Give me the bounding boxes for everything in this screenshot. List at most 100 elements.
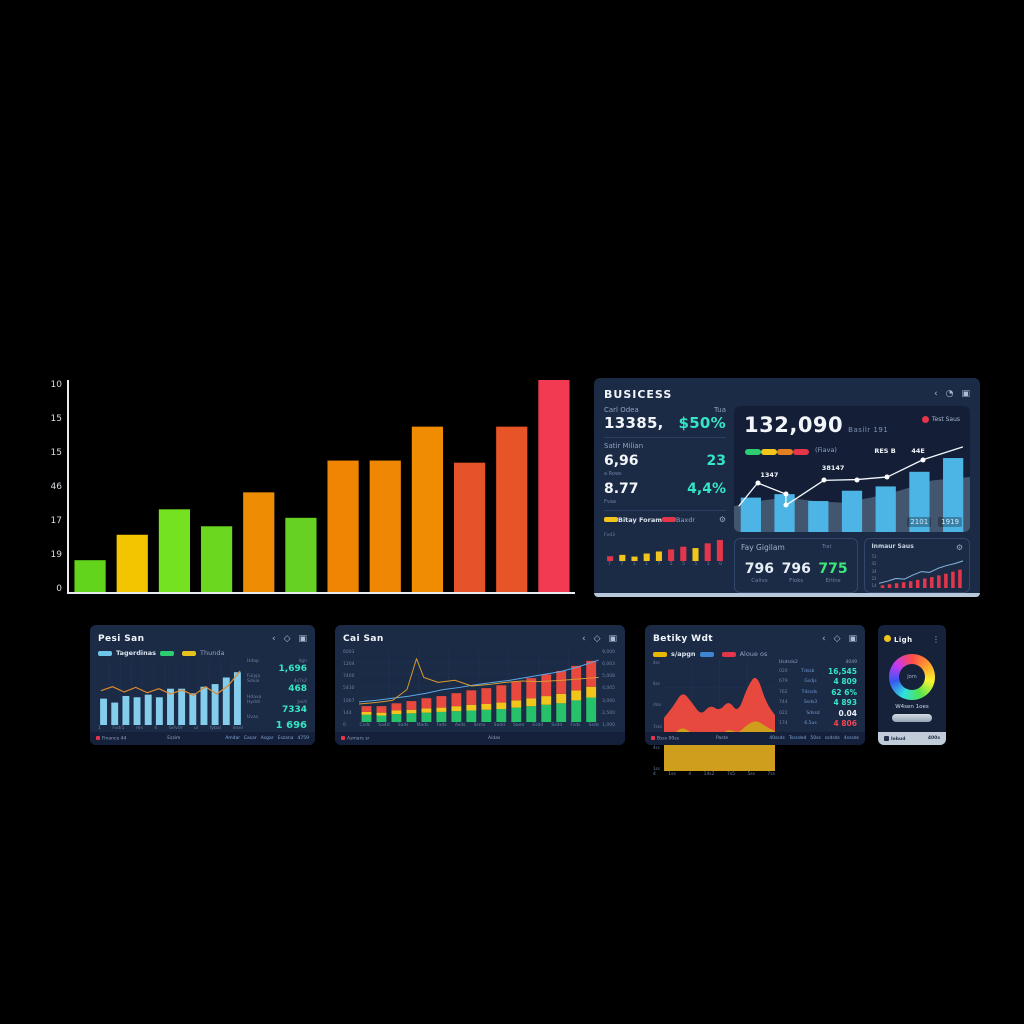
footer-link[interactable]: 4sssds bbox=[843, 736, 859, 741]
tick-label: 3,060 bbox=[602, 698, 615, 704]
red-square-icon bbox=[96, 735, 100, 740]
footer-links: 40ssds Tsssded 50ss ssdsds 4sssds bbox=[765, 736, 859, 741]
tick-label: 15 bbox=[50, 448, 62, 458]
card1-legend: Tagerdinas Thunda bbox=[98, 649, 307, 657]
diamond-icon[interactable]: ◇ bbox=[833, 634, 841, 644]
back-icon[interactable]: ‹ bbox=[271, 634, 276, 644]
axis-label: insel bbox=[232, 726, 243, 731]
axis-label: Asds bbox=[454, 723, 466, 728]
axis-label: Sads bbox=[397, 723, 409, 728]
footer-link[interactable]: Asgar bbox=[260, 736, 274, 741]
stat-value: 468 bbox=[288, 684, 307, 695]
corner-label-1: 2101 bbox=[907, 517, 932, 527]
monitor-icon[interactable]: ▣ bbox=[961, 389, 970, 399]
axis-label: 0 bbox=[719, 562, 722, 567]
betiky-wdt-card: Betiky Wdt ‹ ◇ ▣ s/apgn Aloue os 4ss 6ss/4… bbox=[645, 625, 865, 777]
yellow-dot-icon bbox=[884, 634, 891, 642]
insur-card-title: Inmaur Saus bbox=[871, 543, 914, 550]
fay-value-1: 796 bbox=[744, 561, 775, 577]
clock-icon[interactable]: ◔ bbox=[945, 389, 954, 399]
table-row: 762 Tdssds 62 6% bbox=[779, 687, 857, 697]
back-icon[interactable]: ‹ bbox=[581, 634, 586, 644]
footer-link[interactable]: 4759 bbox=[297, 736, 309, 741]
line-dot bbox=[821, 477, 827, 483]
legend-label: Bitay Foram bbox=[618, 515, 662, 524]
card3-chart: 4ss 6ss/4ss 7sss 4ss 1ss 4 1ss 4 14s2 7s5 5ss 7ss bbox=[653, 660, 775, 777]
legend-pill bbox=[699, 651, 714, 657]
card1-title: Pesi San bbox=[98, 634, 145, 644]
axis-label: 1ss bbox=[668, 772, 676, 778]
diamond-icon[interactable]: ◇ bbox=[283, 634, 291, 644]
legend-label: Baxdr bbox=[675, 515, 696, 524]
diamond-icon[interactable]: ◇ bbox=[593, 634, 601, 644]
mini-side-label: Fvd3 bbox=[604, 533, 615, 538]
gear-icon[interactable]: ⚙ bbox=[718, 515, 726, 524]
dot-legend-label: Test Saus bbox=[931, 416, 960, 423]
kebab-menu-icon[interactable]: ⋮ bbox=[932, 634, 940, 644]
kpi2-label: Satir Milian bbox=[604, 442, 644, 450]
footer-link[interactable]: ssdsds bbox=[824, 736, 840, 741]
line-dot bbox=[783, 502, 789, 508]
footer-right[interactable]: 400s bbox=[927, 736, 940, 741]
kpi1-label-left: Carl Odea bbox=[604, 406, 639, 414]
kpi3-value-left: 8.77 bbox=[604, 481, 639, 497]
table-head-right: 4049 bbox=[845, 660, 857, 665]
axis-label: Fsd/1 bbox=[112, 726, 125, 731]
legend-pill bbox=[160, 650, 175, 656]
mini-bar-chart: Fvd3 7 7 3 1 7 5 5 5 3 0 bbox=[604, 527, 726, 567]
gear-icon[interactable]: ⚙ bbox=[955, 543, 963, 552]
grid-icon[interactable]: ▣ bbox=[298, 634, 307, 644]
card4-slider-button[interactable] bbox=[892, 714, 932, 722]
panel-title: BUSICESS bbox=[604, 387, 673, 401]
legend-pill bbox=[661, 516, 676, 522]
red-square-icon bbox=[651, 735, 655, 740]
kpi1-value-left: 13385, bbox=[604, 414, 664, 432]
tick-label: 1204 bbox=[343, 662, 355, 668]
card2-chart-svg bbox=[359, 650, 599, 722]
card3-chart-svg bbox=[663, 660, 775, 772]
legend-pill bbox=[653, 651, 667, 657]
tick-label: 1ss bbox=[653, 766, 660, 772]
tick-label: 144 bbox=[343, 710, 352, 716]
footer-link[interactable]: 40ssds bbox=[769, 736, 785, 741]
corner-labels: 2101 1919 bbox=[907, 517, 962, 527]
axis-label: Fads bbox=[436, 723, 447, 728]
axis-label: 7s5 bbox=[726, 772, 736, 778]
tick-label: 53 bbox=[871, 554, 877, 559]
footer-link[interactable]: Eszana bbox=[277, 736, 294, 741]
tick-label: 46 bbox=[50, 482, 62, 492]
back-icon[interactable]: ‹ bbox=[821, 634, 826, 644]
table-row: 174 6.5us 4 806 bbox=[779, 719, 857, 728]
color-wheel[interactable]: Jom bbox=[889, 654, 935, 700]
y-axis-labels: 10 15 15 46 17 19 0 bbox=[45, 380, 67, 594]
axis-label: 7ss bbox=[767, 772, 775, 778]
tick-label: 42 bbox=[871, 561, 877, 567]
legend-label: Tagerdinas bbox=[116, 649, 157, 657]
footer-link[interactable]: Easar bbox=[244, 736, 257, 741]
line-dot bbox=[854, 477, 860, 483]
tick-label: 4,005 bbox=[602, 686, 615, 692]
card1-chart: 1 Fsd/1 ms 4 Grlv0r u/fybal insel bbox=[98, 659, 243, 731]
kpi2-value-right: 23 bbox=[706, 453, 726, 469]
footer-left[interactable]: Iobud bbox=[884, 735, 905, 742]
card3-y-labels: 4ss 6ss/4ss 7sss 4ss 1ss bbox=[653, 660, 664, 771]
tick-label: 19 bbox=[50, 550, 62, 560]
card3-table: Usdsds2 4049 020 Tdssb 16,545 679 Gsdjs 4 809… bbox=[779, 660, 857, 728]
table-row: 679 Gsdjs 4 809 bbox=[779, 677, 857, 686]
back-icon[interactable]: ‹ bbox=[934, 389, 938, 399]
stat-label: Hdava bbox=[247, 694, 262, 700]
axis-label: 5 bbox=[694, 562, 698, 567]
axis-label: 5ss bbox=[747, 772, 755, 778]
main-trend-chart: 132,090 Basilr 191 (Fiava) Test Saus 1347… bbox=[734, 406, 970, 532]
footer-link[interactable]: Tsssded bbox=[788, 736, 807, 741]
axis-label: Ssds bbox=[588, 723, 600, 728]
grid-icon[interactable]: ▣ bbox=[608, 634, 617, 644]
axis-label: 1 bbox=[98, 726, 101, 731]
footer-link[interactable]: 50ss bbox=[810, 736, 821, 741]
axis-label: Ssms bbox=[473, 723, 486, 728]
footer-link[interactable]: Amdar bbox=[225, 736, 241, 741]
fay-sub-2: Floks bbox=[789, 578, 804, 584]
legend-pill bbox=[793, 449, 809, 455]
tick-label: 6,003 bbox=[602, 662, 615, 668]
grid-icon[interactable]: ▣ bbox=[848, 634, 857, 644]
